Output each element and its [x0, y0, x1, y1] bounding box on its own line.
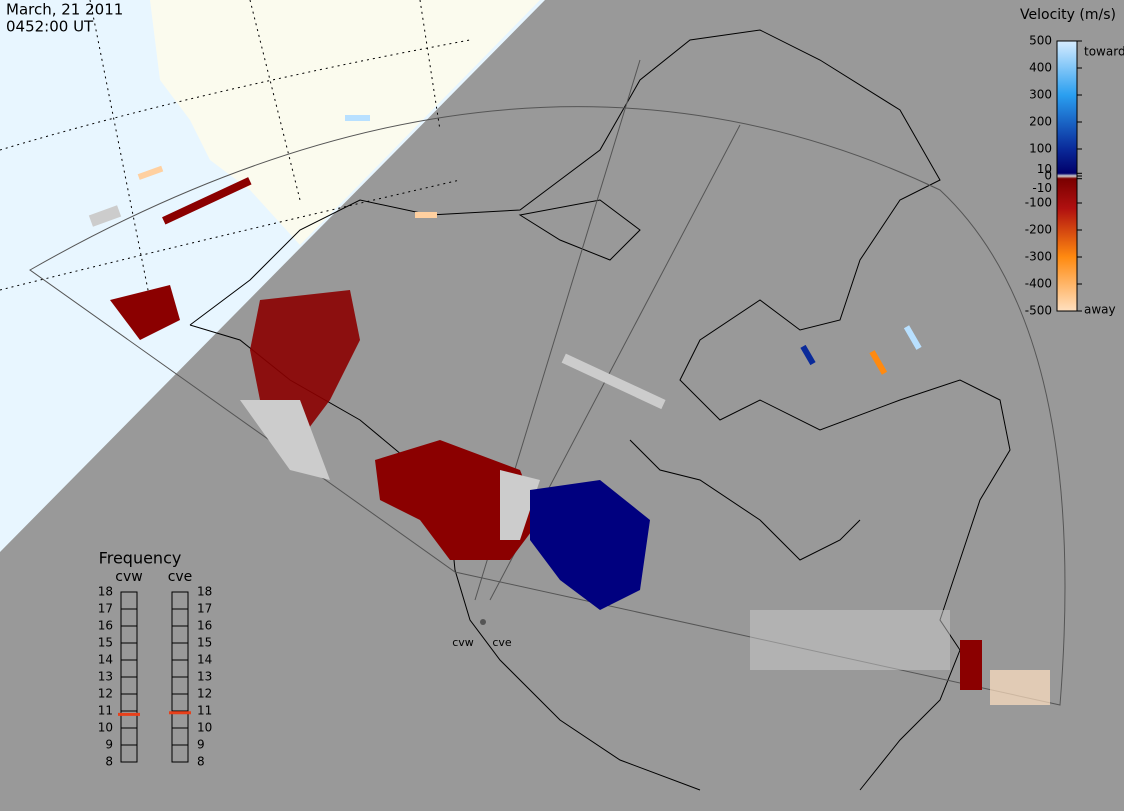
colorbar-tick-label: -200	[1025, 223, 1052, 237]
frequency-tick-label: 17	[197, 602, 212, 616]
frequency-tick-label: 14	[197, 653, 212, 667]
colorbar-tick-label: 100	[1029, 142, 1052, 156]
frequency-tick-label: 18	[98, 585, 113, 599]
frequency-tick-label: 14	[98, 653, 113, 667]
frequency-tick-label: 11	[197, 704, 212, 718]
daylight-region	[0, 0, 545, 552]
colorbar-tick-label: 300	[1029, 88, 1052, 102]
frequency-tick-label: 16	[197, 619, 212, 633]
scatter	[88, 115, 1050, 705]
frequency-tick-label: 13	[197, 670, 212, 684]
colorbar-tick-label: 10	[1037, 162, 1052, 176]
frequency-tick-label: 9	[105, 738, 113, 752]
time: 0452:00 UT	[6, 18, 94, 36]
frequency-tick-label: 12	[197, 687, 212, 701]
colorbar-top-label: toward	[1084, 45, 1124, 59]
colorbar-tick-label: 500	[1029, 34, 1052, 48]
frequency-tick-label: 12	[98, 687, 113, 701]
frequency-tick-label: 8	[105, 755, 113, 769]
colorbar-tick-label: -500	[1025, 304, 1052, 318]
frequency-tick-label: 8	[197, 755, 205, 769]
frequency-tick-label: 13	[98, 670, 113, 684]
date: March, 21 2011	[6, 1, 123, 19]
frequency-tick-label: 15	[98, 636, 113, 650]
station-label: cvw	[452, 636, 474, 649]
radar-name: cvw	[115, 569, 142, 585]
radar-site	[480, 619, 486, 625]
colorbar-title: Velocity (m/s)	[1020, 7, 1116, 23]
frequency-tick-label: 18	[197, 585, 212, 599]
colorbar-tick-label: 400	[1029, 61, 1052, 75]
frequency-tick-label: 16	[98, 619, 113, 633]
colorbar-tick-label: 200	[1029, 115, 1052, 129]
frequency-tick-label: 10	[98, 721, 113, 735]
colorbar-bottom-label: away	[1084, 303, 1116, 317]
fov-outline	[29, 106, 1066, 706]
colorbar-tick-label: -100	[1025, 196, 1052, 210]
frequency-tick-label: 17	[98, 602, 113, 616]
grid-lines	[0, 0, 471, 301]
colorbar	[1056, 40, 1078, 312]
radar-name: cve	[168, 569, 193, 585]
colorbar-tick-label: -300	[1025, 250, 1052, 264]
frequency-tick-label: 15	[197, 636, 212, 650]
colorbar-tick-label: 0	[1044, 169, 1052, 183]
frequency-tick-label: 10	[197, 721, 212, 735]
frequency-tick-label: 11	[98, 704, 113, 718]
frequency-title: Frequency	[99, 549, 182, 568]
colorbar-tick-label: -400	[1025, 277, 1052, 291]
station-label: cve	[492, 636, 512, 649]
colorbar-tick-label: -10	[1032, 181, 1052, 195]
frequency-tick-label: 9	[197, 738, 205, 752]
